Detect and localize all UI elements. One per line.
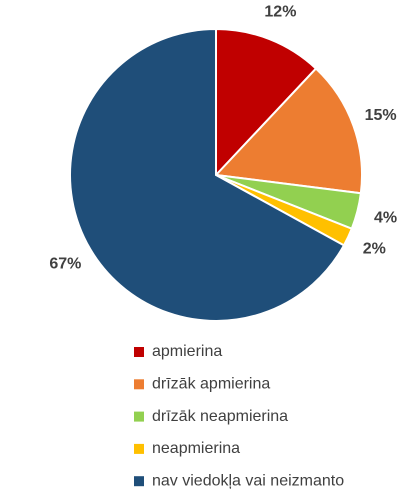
legend-swatch [134,379,144,390]
legend-label: drīzāk apmierina [152,376,270,393]
legend-swatch [134,411,144,422]
pie-slice [69,27,346,322]
data-label: 12% [264,4,296,21]
legend-swatch [134,347,144,357]
legend-swatch [134,476,144,487]
legend-label: apmierina [152,343,222,360]
pie-slice [215,27,318,178]
legend-swatch [134,443,144,454]
legend-label: drīzāk neapmierina [152,408,288,425]
data-label: 15% [365,107,397,124]
data-label: 2% [363,241,386,258]
pie-slice [213,67,363,195]
legend-label: neapmierina [152,440,240,457]
data-label: 4% [374,210,397,227]
data-label: 67% [49,255,81,272]
legend-label: nav viedokļa vai neizmanto [152,472,344,489]
